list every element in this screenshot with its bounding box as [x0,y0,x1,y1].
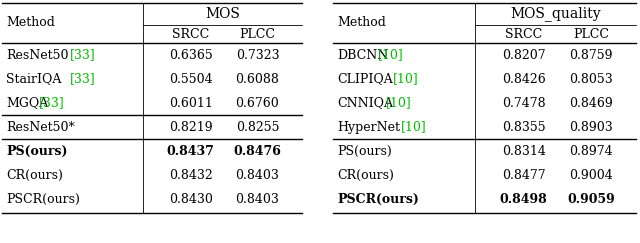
Text: 0.8469: 0.8469 [569,96,613,110]
Text: CR(ours): CR(ours) [337,168,394,182]
Text: PS(ours): PS(ours) [6,145,67,157]
Text: StairIQA: StairIQA [6,72,61,86]
Text: ResNet50*: ResNet50* [6,121,75,133]
Text: 0.6760: 0.6760 [236,96,279,110]
Text: 0.6088: 0.6088 [236,72,280,86]
Text: 0.8498: 0.8498 [500,192,547,206]
Text: 0.8403: 0.8403 [236,168,280,182]
Text: [10]: [10] [378,49,403,61]
Text: 0.9004: 0.9004 [569,168,613,182]
Text: MOS_quality: MOS_quality [510,7,601,21]
Text: [33]: [33] [70,72,96,86]
Text: [10]: [10] [401,121,427,133]
Text: SRCC: SRCC [172,27,209,41]
Text: 0.6011: 0.6011 [169,96,212,110]
Text: 0.7323: 0.7323 [236,49,279,61]
Text: PLCC: PLCC [573,27,609,41]
Text: 0.5504: 0.5504 [169,72,212,86]
Text: CR(ours): CR(ours) [6,168,63,182]
Text: 0.8426: 0.8426 [502,72,545,86]
Text: 0.8255: 0.8255 [236,121,279,133]
Text: HyperNet: HyperNet [337,121,400,133]
Text: 0.8207: 0.8207 [502,49,545,61]
Text: 0.8355: 0.8355 [502,121,545,133]
Text: Method: Method [337,17,386,29]
Text: DBCNN: DBCNN [337,49,388,61]
Text: [10]: [10] [393,72,419,86]
Text: [10]: [10] [385,96,412,110]
Text: ResNet50: ResNet50 [6,49,68,61]
Text: PLCC: PLCC [239,27,275,41]
Text: 0.6365: 0.6365 [169,49,212,61]
Text: PSCR(ours): PSCR(ours) [6,192,80,206]
Text: CLIPIQA: CLIPIQA [337,72,393,86]
Text: 0.8477: 0.8477 [502,168,545,182]
Text: 0.8430: 0.8430 [169,192,212,206]
Text: PS(ours): PS(ours) [337,145,392,157]
Text: 0.8432: 0.8432 [169,168,212,182]
Text: 0.8437: 0.8437 [167,145,214,157]
Text: 0.8759: 0.8759 [570,49,612,61]
Text: [33]: [33] [70,49,96,61]
Text: 0.8053: 0.8053 [569,72,613,86]
Text: MGQA: MGQA [6,96,48,110]
Text: CNNIQA: CNNIQA [337,96,393,110]
Text: 0.8219: 0.8219 [169,121,212,133]
Text: 0.8314: 0.8314 [502,145,545,157]
Text: 0.7478: 0.7478 [502,96,545,110]
Text: 0.8974: 0.8974 [569,145,613,157]
Text: 0.8476: 0.8476 [234,145,282,157]
Text: 0.8403: 0.8403 [236,192,280,206]
Text: Method: Method [6,17,55,29]
Text: MOS: MOS [205,7,240,21]
Text: 0.9059: 0.9059 [567,192,615,206]
Text: 0.8903: 0.8903 [569,121,613,133]
Text: SRCC: SRCC [505,27,542,41]
Text: [33]: [33] [39,96,65,110]
Text: PSCR(ours): PSCR(ours) [337,192,419,206]
